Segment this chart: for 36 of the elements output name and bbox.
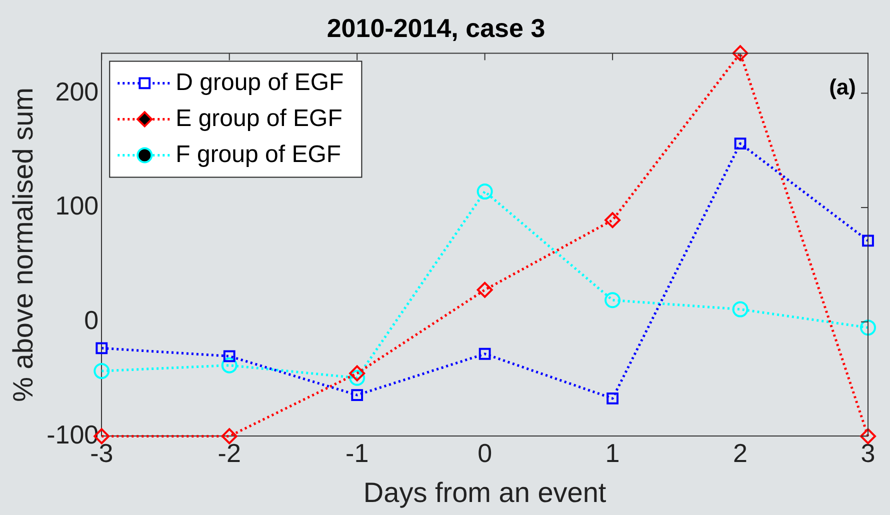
y-tick-label: 200	[55, 76, 99, 106]
point	[732, 301, 748, 318]
point	[96, 342, 108, 354]
point	[351, 389, 364, 401]
point	[732, 45, 748, 62]
point	[606, 392, 618, 404]
x-tick-label: 1	[605, 438, 620, 468]
chart-title: 2010-2014, case 3	[326, 12, 546, 43]
legend-label: F group of EGF	[176, 140, 342, 168]
x-tick-label: -1	[346, 438, 369, 468]
x-axis-title: Days from an event	[363, 476, 606, 508]
point	[221, 357, 238, 374]
point	[476, 282, 493, 298]
point	[221, 428, 238, 444]
point	[476, 184, 493, 200]
point	[478, 348, 491, 360]
y-tick-label: 0	[84, 305, 99, 336]
legend-label: D group of EGF	[176, 68, 344, 96]
point	[349, 370, 366, 386]
x-tick-label: 3	[860, 438, 876, 468]
point	[349, 365, 366, 382]
point	[604, 292, 621, 308]
point	[604, 212, 621, 228]
x-tick-label: 2	[733, 438, 748, 468]
y-axis-title: % above normalised sum	[8, 88, 39, 402]
annotation: (a)	[829, 74, 856, 100]
point	[860, 428, 876, 444]
point	[734, 138, 746, 150]
y-tick-label: 100	[55, 190, 99, 221]
point	[94, 363, 110, 380]
point	[860, 320, 876, 336]
x-tick-label: -2	[218, 438, 241, 468]
point	[223, 350, 236, 362]
point	[862, 234, 874, 247]
legend-label: E group of EGF	[176, 104, 342, 132]
x-tick-label: 0	[478, 438, 492, 468]
